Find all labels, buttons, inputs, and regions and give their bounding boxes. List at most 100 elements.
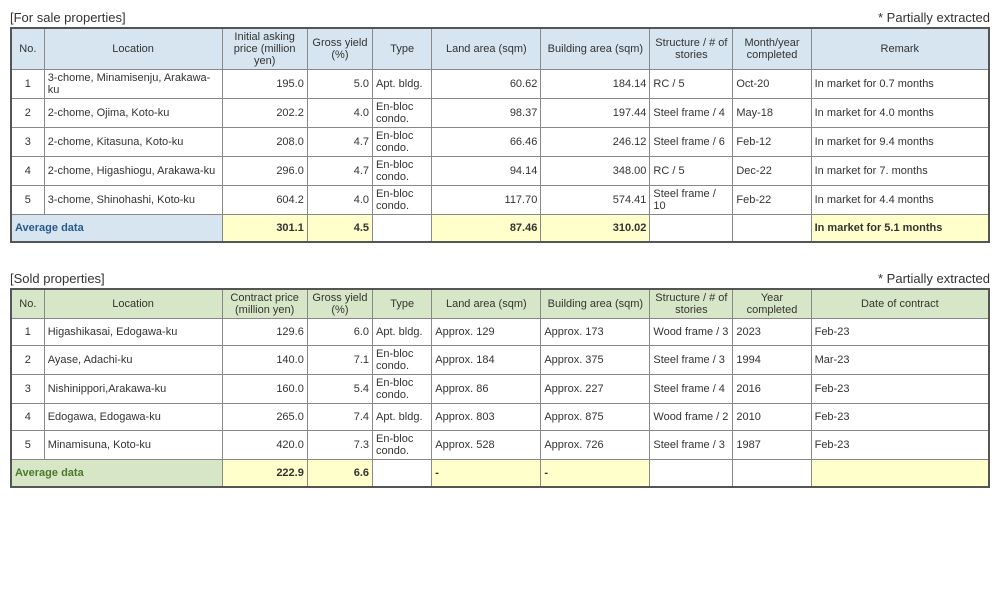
avg-date (733, 460, 811, 488)
avg-row-forSale: Average data301.14.587.46310.02In market… (11, 215, 989, 243)
cell-no: 4 (11, 404, 44, 431)
col-header: Contract price (million yen) (222, 289, 307, 319)
cell-price: 160.0 (222, 375, 307, 404)
cell-struct: Steel frame / 3 (650, 346, 733, 375)
avg-bldg: 310.02 (541, 215, 650, 243)
cell-type: Apt. bldg. (373, 404, 432, 431)
cell-land: Approx. 129 (432, 319, 541, 346)
col-header: Remark (811, 28, 989, 70)
cell-yield: 4.0 (307, 186, 372, 215)
cell-remark: Feb-23 (811, 319, 989, 346)
avg-type (373, 215, 432, 243)
section-note-forSale: * Partially extracted (878, 10, 990, 25)
table-sold: No.LocationContract price (million yen)G… (10, 288, 990, 488)
cell-yield: 4.7 (307, 157, 372, 186)
cell-type: Apt. bldg. (373, 70, 432, 99)
cell-no: 3 (11, 375, 44, 404)
cell-land: Approx. 184 (432, 346, 541, 375)
cell-remark: In market for 9.4 months (811, 128, 989, 157)
cell-location: Edogawa, Edogawa-ku (44, 404, 222, 431)
cell-price: 140.0 (222, 346, 307, 375)
avg-type (373, 460, 432, 488)
cell-price: 195.0 (222, 70, 307, 99)
cell-bldg: Approx. 173 (541, 319, 650, 346)
col-header: Date of contract (811, 289, 989, 319)
table-row: 53-chome, Shinohashi, Koto-ku604.24.0En-… (11, 186, 989, 215)
cell-remark: Feb-23 (811, 431, 989, 460)
cell-price: 420.0 (222, 431, 307, 460)
col-header: Land area (sqm) (432, 28, 541, 70)
cell-type: Apt. bldg. (373, 319, 432, 346)
avg-remark (811, 460, 989, 488)
table-row: 22-chome, Ojima, Koto-ku202.24.0En-bloc … (11, 99, 989, 128)
cell-yield: 4.7 (307, 128, 372, 157)
cell-price: 129.6 (222, 319, 307, 346)
cell-type: En-bloc condo. (373, 431, 432, 460)
cell-type: En-bloc condo. (373, 128, 432, 157)
avg-label: Average data (11, 215, 222, 243)
section-title-sold: [Sold properties] (10, 271, 105, 286)
cell-remark: Feb-23 (811, 375, 989, 404)
cell-price: 202.2 (222, 99, 307, 128)
cell-date: Feb-12 (733, 128, 811, 157)
cell-date: 2023 (733, 319, 811, 346)
cell-price: 265.0 (222, 404, 307, 431)
cell-struct: Steel frame / 6 (650, 128, 733, 157)
cell-location: 3-chome, Shinohashi, Koto-ku (44, 186, 222, 215)
cell-no: 3 (11, 128, 44, 157)
col-header: Initial asking price (million yen) (222, 28, 307, 70)
cell-location: 3-chome, Minamisenju, Arakawa-ku (44, 70, 222, 99)
section-note-sold: * Partially extracted (878, 271, 990, 286)
avg-struct (650, 215, 733, 243)
col-header: Type (373, 289, 432, 319)
avg-price: 222.9 (222, 460, 307, 488)
cell-yield: 7.4 (307, 404, 372, 431)
table-row: 2Ayase, Adachi-ku140.07.1En-bloc condo.A… (11, 346, 989, 375)
table-row: 5Minamisuna, Koto-ku420.07.3En-bloc cond… (11, 431, 989, 460)
avg-date (733, 215, 811, 243)
cell-date: Feb-22 (733, 186, 811, 215)
avg-struct (650, 460, 733, 488)
col-header: Building area (sqm) (541, 28, 650, 70)
cell-type: En-bloc condo. (373, 375, 432, 404)
cell-location: Minamisuna, Koto-ku (44, 431, 222, 460)
table-row: 3Nishinippori,Arakawa-ku160.05.4En-bloc … (11, 375, 989, 404)
cell-price: 604.2 (222, 186, 307, 215)
cell-no: 1 (11, 319, 44, 346)
cell-remark: In market for 0.7 months (811, 70, 989, 99)
cell-date: 1994 (733, 346, 811, 375)
col-header: Structure / # of stories (650, 289, 733, 319)
cell-bldg: 184.14 (541, 70, 650, 99)
table-forSale: No.LocationInitial asking price (million… (10, 27, 990, 243)
cell-struct: Steel frame / 3 (650, 431, 733, 460)
col-header: Building area (sqm) (541, 289, 650, 319)
cell-price: 296.0 (222, 157, 307, 186)
col-header: Land area (sqm) (432, 289, 541, 319)
avg-bldg: - (541, 460, 650, 488)
cell-bldg: 246.12 (541, 128, 650, 157)
cell-no: 1 (11, 70, 44, 99)
cell-yield: 5.0 (307, 70, 372, 99)
cell-land: Approx. 803 (432, 404, 541, 431)
cell-land: 117.70 (432, 186, 541, 215)
cell-bldg: Approx. 875 (541, 404, 650, 431)
cell-bldg: Approx. 726 (541, 431, 650, 460)
avg-label: Average data (11, 460, 222, 488)
cell-location: 2-chome, Ojima, Koto-ku (44, 99, 222, 128)
avg-yield: 6.6 (307, 460, 372, 488)
col-header: Type (373, 28, 432, 70)
cell-remark: In market for 7. months (811, 157, 989, 186)
cell-type: En-bloc condo. (373, 99, 432, 128)
cell-yield: 5.4 (307, 375, 372, 404)
cell-no: 2 (11, 346, 44, 375)
cell-yield: 6.0 (307, 319, 372, 346)
cell-bldg: 574.41 (541, 186, 650, 215)
cell-land: 98.37 (432, 99, 541, 128)
cell-struct: Steel frame / 4 (650, 99, 733, 128)
cell-bldg: Approx. 227 (541, 375, 650, 404)
avg-land: - (432, 460, 541, 488)
cell-date: Dec-22 (733, 157, 811, 186)
cell-remark: Mar-23 (811, 346, 989, 375)
cell-type: En-bloc condo. (373, 157, 432, 186)
cell-remark: Feb-23 (811, 404, 989, 431)
